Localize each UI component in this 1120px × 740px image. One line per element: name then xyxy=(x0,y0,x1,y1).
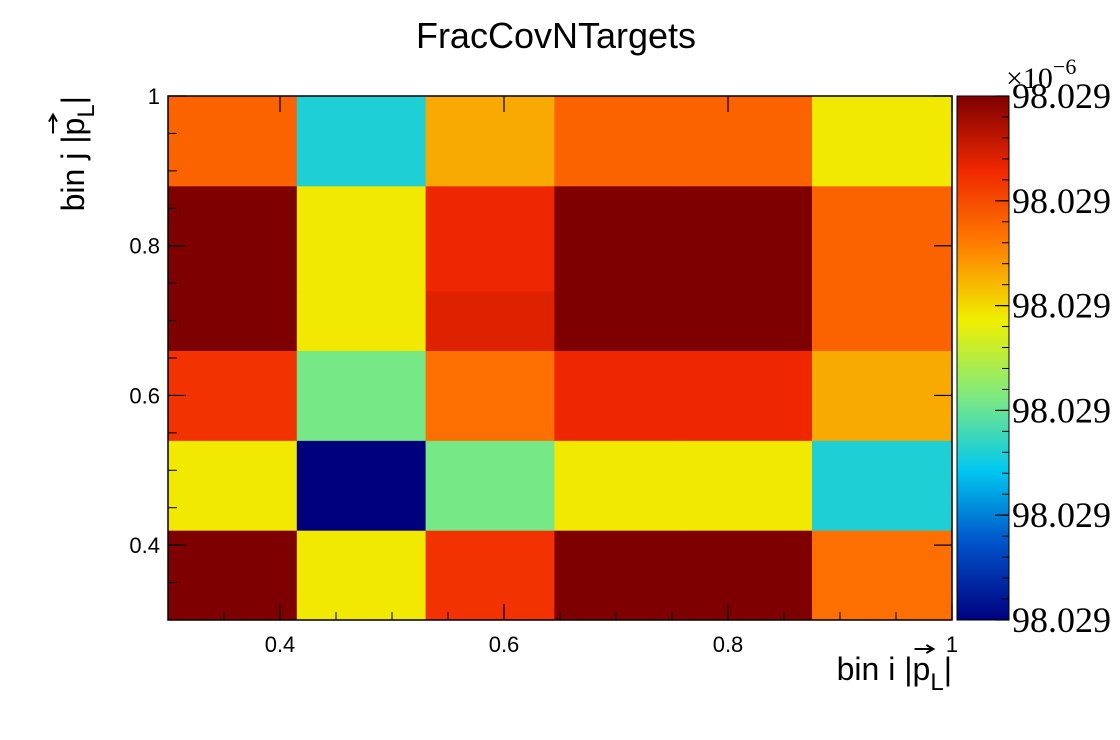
y-tick-label: 1 xyxy=(148,84,160,109)
colorbar-exponent-text: ×10−6 xyxy=(1006,54,1076,95)
x-tick-label: 0.6 xyxy=(489,632,520,657)
heatmap-cell xyxy=(554,96,684,187)
heatmap-cell xyxy=(168,290,298,352)
colorbar-tick-label: 98.029 xyxy=(1012,600,1111,640)
vector-arrow xyxy=(48,112,58,134)
heatmap-cell xyxy=(812,185,953,292)
colorbar-tick-label: 98.029 xyxy=(1012,76,1111,116)
x-tick-label: 0.4 xyxy=(265,632,296,657)
heatmap-cell xyxy=(554,185,684,292)
heatmap-cell xyxy=(683,350,813,441)
heatmap-cell xyxy=(425,185,555,292)
heatmap-cell xyxy=(683,96,813,187)
colorbar-ticks: 98.029 98.029 98.029 98.029 98.029 98.029 xyxy=(995,76,1111,640)
heatmap-cell xyxy=(683,530,813,621)
heatmap-cell xyxy=(168,350,298,441)
heatmap-cell xyxy=(425,96,555,187)
heatmap-cell xyxy=(554,440,684,531)
heatmap-cell xyxy=(168,440,298,531)
heatmap-cell xyxy=(168,530,298,621)
y-tick-label: 0.6 xyxy=(129,383,160,408)
y-tick-label: 0.4 xyxy=(129,533,160,558)
colorbar-tick-label: 98.029 xyxy=(1012,390,1111,430)
colorbar xyxy=(956,95,1010,621)
heatmap-cell xyxy=(683,185,813,292)
axis-label-text: bin i |pL| xyxy=(837,651,952,696)
x-tick-label: 1 xyxy=(946,632,958,657)
heatmap-cell xyxy=(812,440,953,531)
heatmap-cell xyxy=(296,530,427,621)
heatmap-cell xyxy=(425,440,555,531)
y-tick-label: 0.8 xyxy=(129,234,160,259)
heatmap-cell xyxy=(812,530,953,621)
heatmap-cell xyxy=(554,530,684,621)
x-axis-ticks: 0.4 0.6 0.8 1 xyxy=(167,96,958,657)
vector-arrow xyxy=(914,644,936,654)
y-axis-ticks: 0.4 0.6 0.8 1 xyxy=(129,84,952,621)
colorbar-tick-label: 98.029 xyxy=(1012,286,1111,326)
heatmap-cell xyxy=(812,290,953,352)
heatmap-cell xyxy=(425,290,555,352)
heatmap-cells xyxy=(168,96,953,621)
heatmap-cell xyxy=(296,290,427,352)
heatmap-cell xyxy=(425,350,555,441)
colorbar-tick-label: 98.029 xyxy=(1012,495,1111,535)
heatmap-cell xyxy=(554,350,684,441)
heatmap-cell xyxy=(296,96,427,187)
heatmap-cell xyxy=(168,96,298,187)
x-axis-label: bin i |pL| xyxy=(837,644,952,696)
heatmap-cell xyxy=(683,440,813,531)
colorbar-tick-label: 98.029 xyxy=(1012,181,1111,221)
heatmap-cell xyxy=(296,350,427,441)
heatmap-cell xyxy=(296,440,427,531)
heatmap-cell xyxy=(425,530,555,621)
axis-label-text: bin j |pL| xyxy=(55,96,100,211)
heatmap-cell xyxy=(683,290,813,352)
heatmap-cell xyxy=(812,96,953,187)
heatmap-cell xyxy=(812,350,953,441)
heatmap-cell xyxy=(296,185,427,292)
x-tick-label: 0.8 xyxy=(713,632,744,657)
chart-title: FracCovNTargets xyxy=(416,15,696,56)
heatmap-cell xyxy=(168,185,298,292)
heatmap-cell xyxy=(554,290,684,352)
y-axis-label: bin j |pL| xyxy=(48,96,100,211)
colorbar-exponent: ×10−6 xyxy=(1006,54,1076,95)
